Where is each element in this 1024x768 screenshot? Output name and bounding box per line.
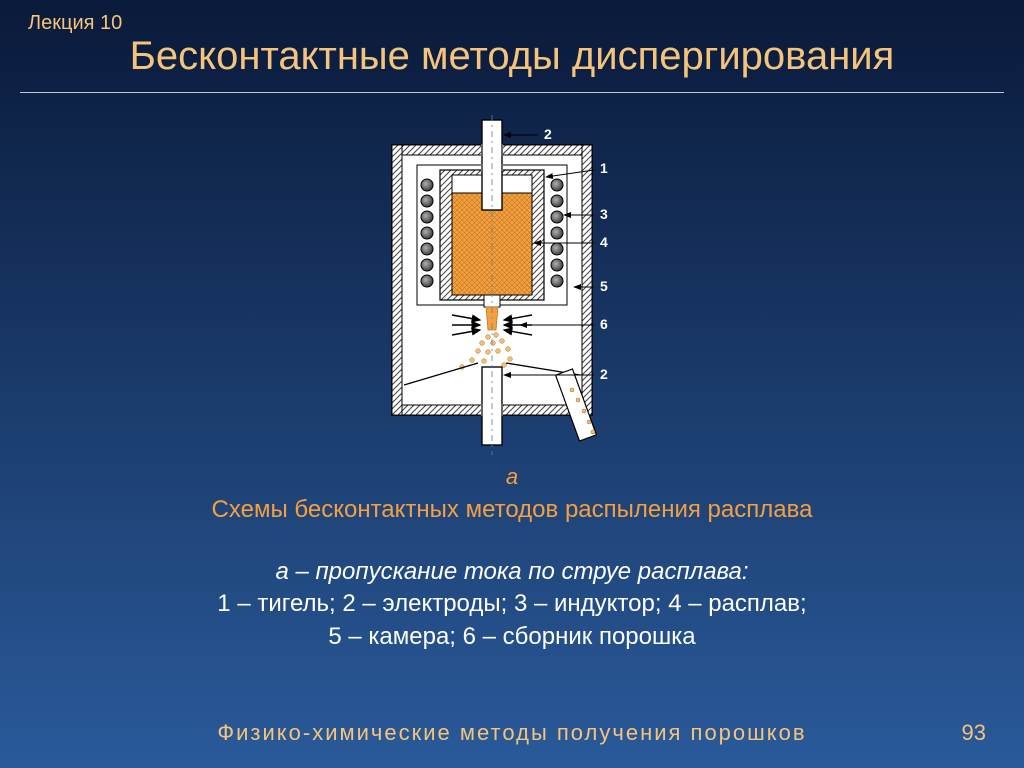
figure-letter: а	[0, 464, 1024, 490]
label-6: 6	[600, 316, 608, 332]
desc-line2: 1 – тигель; 2 – электроды; 3 – индуктор;…	[0, 588, 1024, 620]
page-number: 93	[962, 720, 986, 746]
title-divider	[20, 92, 1004, 93]
lecture-label: Лекция 10	[28, 12, 122, 35]
figure-description: а – пропускание тока по струе расплава: …	[0, 556, 1024, 653]
label-4: 4	[600, 234, 608, 250]
label-2-bottom: 2	[600, 366, 608, 382]
figure-caption: Схемы бесконтактных методов распыления р…	[0, 496, 1024, 524]
footer-text: Физико-химические методы получения порош…	[0, 720, 1024, 746]
page-title: Бесконтактные методы диспергирования	[0, 34, 1024, 79]
label-3: 3	[600, 206, 608, 222]
desc-line3: 5 – камера; 6 – сборник порошка	[0, 621, 1024, 653]
label-1: 1	[600, 160, 608, 176]
desc-line1: а – пропускание тока по струе расплава:	[275, 558, 748, 585]
label-5: 5	[600, 278, 608, 294]
label-2-top: 2	[544, 126, 552, 142]
diagram-container: 2 1 3 4 5 6 2	[0, 115, 1024, 455]
dispersal-diagram: 2 1 3 4 5 6 2	[362, 115, 662, 455]
